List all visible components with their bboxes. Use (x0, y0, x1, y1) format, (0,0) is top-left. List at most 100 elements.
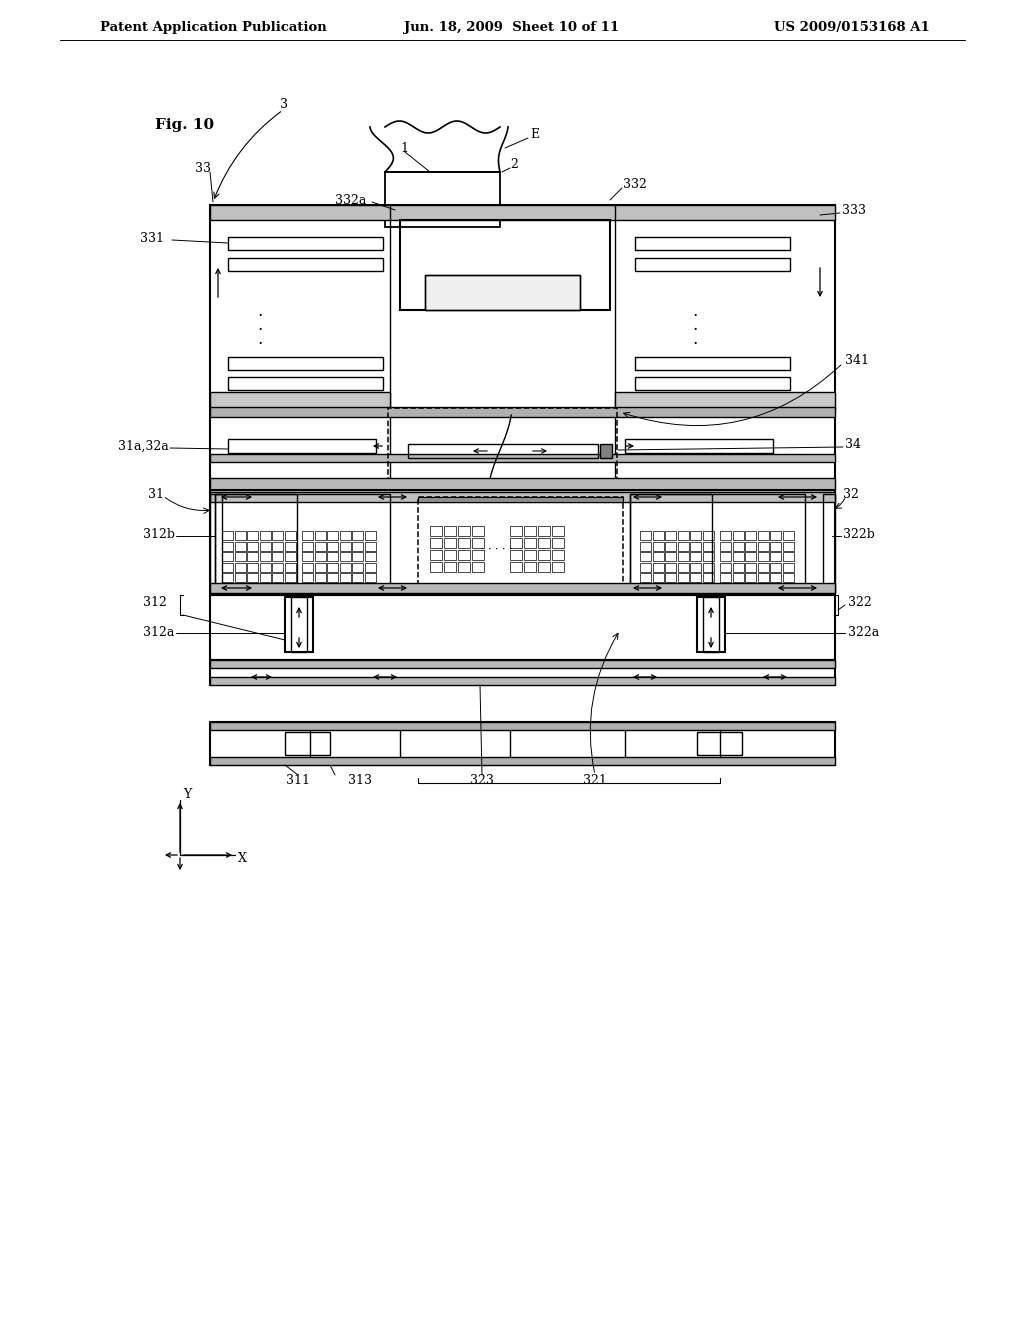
Bar (285, 531, 296, 540)
Bar (538, 550, 550, 560)
Bar (702, 552, 714, 561)
Bar (327, 573, 338, 582)
Bar (327, 531, 338, 540)
Bar (291, 597, 307, 652)
Text: Y: Y (183, 788, 191, 801)
Text: 322: 322 (848, 595, 871, 609)
Bar (732, 562, 743, 572)
Text: 333: 333 (842, 203, 866, 216)
Text: 33: 33 (195, 161, 211, 174)
Bar (430, 525, 442, 536)
Bar (720, 541, 731, 550)
Bar (247, 541, 258, 550)
Bar (472, 525, 484, 536)
Bar (210, 494, 222, 591)
Bar (732, 531, 743, 540)
Bar (625, 440, 773, 453)
Bar (720, 573, 731, 582)
Bar (327, 562, 338, 572)
Bar (745, 552, 756, 561)
Bar (472, 539, 484, 548)
Bar (600, 444, 612, 458)
Bar (745, 573, 756, 582)
Bar (640, 562, 651, 572)
Bar (444, 562, 456, 572)
Bar (314, 552, 326, 561)
Bar (745, 562, 756, 572)
Bar (665, 552, 676, 561)
Bar (247, 573, 258, 582)
Bar (234, 541, 246, 550)
Bar (538, 525, 550, 536)
Bar (782, 541, 794, 550)
Bar (697, 597, 725, 652)
Bar (314, 541, 326, 550)
Bar (215, 494, 390, 591)
Bar (272, 573, 283, 582)
Text: 323: 323 (470, 774, 494, 787)
Bar (770, 552, 781, 561)
Bar (652, 573, 664, 582)
Bar (770, 531, 781, 540)
Bar (210, 595, 835, 660)
Bar (430, 562, 442, 572)
Text: .: . (257, 331, 262, 348)
Bar (552, 562, 564, 572)
Text: 2: 2 (510, 158, 518, 172)
Bar (635, 238, 790, 249)
Bar (302, 573, 313, 582)
Text: 312a: 312a (143, 626, 174, 639)
Bar (472, 562, 484, 572)
Bar (259, 562, 270, 572)
Bar (302, 531, 313, 540)
Bar (430, 539, 442, 548)
Text: .: . (692, 331, 697, 348)
Bar (444, 525, 456, 536)
Bar (640, 573, 651, 582)
Bar (702, 541, 714, 550)
Bar (314, 573, 326, 582)
Bar (210, 478, 835, 490)
Bar (285, 597, 313, 652)
Bar (272, 552, 283, 561)
Bar (538, 562, 550, 572)
Bar (510, 525, 522, 536)
Bar (635, 378, 790, 389)
Bar (210, 392, 390, 411)
Bar (210, 492, 835, 502)
Bar (228, 238, 383, 249)
Bar (365, 573, 376, 582)
Bar (640, 552, 651, 561)
Bar (259, 552, 270, 561)
Bar (782, 552, 794, 561)
Text: 31a,32a: 31a,32a (118, 440, 169, 453)
Text: 3: 3 (280, 99, 288, 111)
Bar (458, 550, 470, 560)
Bar (690, 552, 701, 561)
Text: .: . (692, 304, 697, 321)
Bar (259, 531, 270, 540)
Text: 312: 312 (143, 595, 167, 609)
Bar (702, 562, 714, 572)
Bar (327, 541, 338, 550)
Bar (210, 660, 835, 668)
Bar (340, 552, 350, 561)
Text: US 2009/0153168 A1: US 2009/0153168 A1 (774, 21, 930, 34)
Bar (340, 541, 350, 550)
Bar (697, 733, 742, 755)
Bar (458, 525, 470, 536)
Bar (745, 531, 756, 540)
Bar (678, 573, 688, 582)
Bar (210, 722, 835, 766)
Bar (652, 562, 664, 572)
Bar (430, 550, 442, 560)
Bar (340, 573, 350, 582)
Bar (472, 550, 484, 560)
Bar (640, 541, 651, 550)
Bar (314, 531, 326, 540)
Text: 311: 311 (286, 774, 310, 787)
Bar (510, 539, 522, 548)
Bar (823, 494, 835, 591)
Bar (652, 541, 664, 550)
Text: 31: 31 (148, 487, 164, 500)
